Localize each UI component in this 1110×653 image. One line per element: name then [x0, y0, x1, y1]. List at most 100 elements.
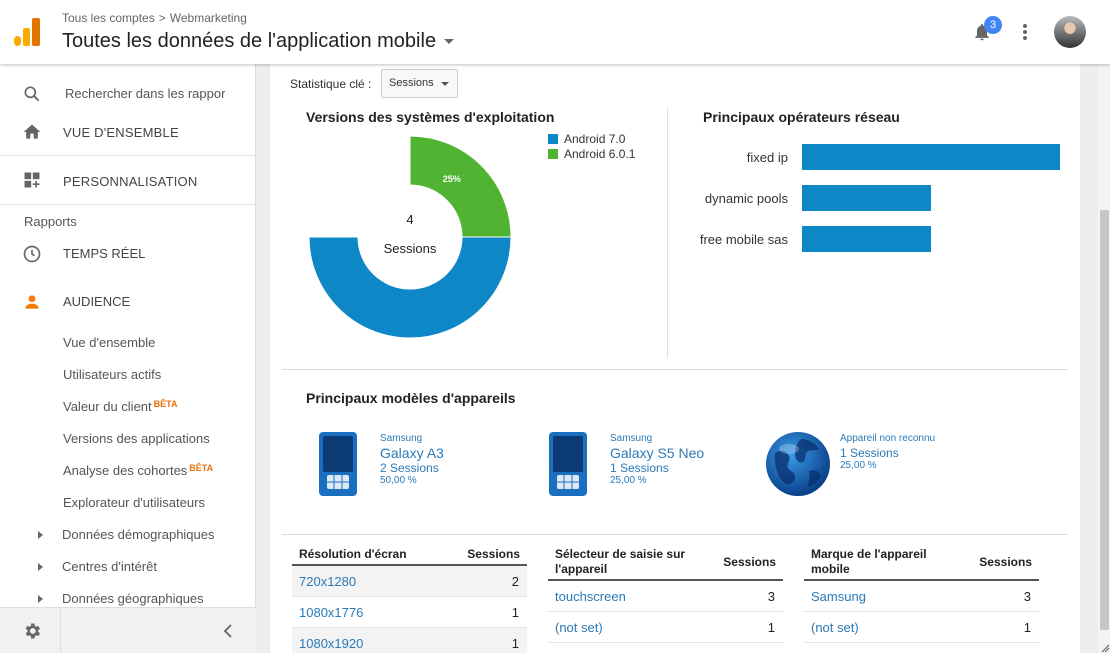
sidebar-subitem-expandable[interactable]: Données géographiques — [62, 591, 204, 606]
table-row: Samsung 3 — [804, 581, 1039, 612]
search-icon — [24, 86, 40, 102]
table-row: 720x1280 2 — [292, 566, 527, 597]
device-brand-table: Marque de l'appareil mobile Sessions Sam… — [804, 547, 1039, 653]
chevron-down-icon — [444, 39, 455, 44]
sidebar-item-label: AUDIENCE — [63, 294, 131, 309]
key-stat-select[interactable]: Sessions — [381, 69, 458, 98]
breadcrumb-item[interactable]: Tous les comptes — [62, 11, 155, 25]
table-header: Sessions — [467, 547, 520, 561]
device-item[interactable]: Appareil non reconnu 1 Sessions 25,00 % — [840, 433, 935, 471]
sidebar-item-label: PERSONNALISATION — [63, 174, 198, 189]
table-cell: 2 — [511, 574, 519, 589]
legend-swatch — [548, 134, 558, 144]
table-row: 1080x1920 1 — [292, 628, 527, 653]
os-donut-chart: 75% 25% — [309, 136, 511, 338]
table-cell: 1 — [511, 636, 519, 651]
devices-title: Principaux modèles d'appareils — [306, 390, 516, 406]
device-model[interactable]: Galaxy A3 — [380, 445, 444, 461]
bar-category-label: dynamic pools — [704, 191, 788, 206]
device-percentage: 25,00 % — [610, 475, 647, 486]
app-header: Tous les comptes > Webmarketing Toutes les… — [0, 0, 1110, 64]
sidebar-item-customization[interactable]: PERSONNALISATION — [0, 156, 256, 205]
avatar[interactable] — [1054, 16, 1086, 48]
sidebar-subitem-expandable[interactable]: Données démographiques — [62, 527, 215, 542]
table-cell: 1 — [767, 620, 775, 635]
table-cell-link[interactable]: 1080x1776 — [299, 605, 364, 620]
table-cell-link[interactable]: (not set) — [555, 620, 603, 635]
device-percentage: 25,00 % — [840, 460, 877, 471]
donut-data-label: 75% — [491, 333, 509, 338]
search-input[interactable]: Rechercher dans les rappor — [65, 86, 225, 101]
breadcrumb-item[interactable]: Webmarketing — [169, 11, 247, 25]
analytics-logo[interactable] — [14, 18, 42, 46]
device-sessions: 1 Sessions — [840, 446, 899, 460]
gear-icon[interactable] — [22, 621, 42, 641]
expand-arrow-icon[interactable] — [38, 531, 43, 539]
device-maker: Appareil non reconnu — [840, 433, 936, 444]
donut-data-label: 25% — [443, 174, 461, 184]
person-icon — [25, 295, 39, 309]
table-cell-link[interactable]: Samsung — [811, 589, 866, 604]
table-row: touchscreen 3 — [548, 581, 783, 612]
beta-badge: BÊTA — [189, 463, 214, 473]
more-vert-icon[interactable] — [1018, 22, 1032, 42]
bar-category-label: fixed ip — [746, 150, 788, 165]
subitem-label: Utilisateurs actifs — [63, 367, 162, 382]
sidebar-search[interactable]: Rechercher dans les rappor — [0, 64, 256, 122]
breadcrumb[interactable]: Tous les comptes > Webmarketing — [62, 11, 247, 25]
table-row: (not set) 1 — [548, 612, 783, 643]
sidebar-item-realtime[interactable]: TEMPS RÉEL — [0, 232, 256, 276]
dashboard-add-icon — [24, 172, 40, 188]
sidebar-item-audience[interactable]: AUDIENCE — [0, 280, 256, 324]
resize-handle-icon[interactable] — [1100, 643, 1110, 653]
sidebar-item-overview[interactable]: VUE D'ENSEMBLE — [0, 108, 256, 156]
phone-icon — [319, 432, 357, 496]
legend-label: Android 6.0.1 — [564, 147, 636, 161]
sidebar-subitem[interactable]: Vue d'ensemble — [63, 335, 155, 350]
subitem-label: Vue d'ensemble — [63, 335, 156, 350]
sidebar-subitem-expandable[interactable]: Centres d'intérêt — [62, 559, 157, 574]
legend-item[interactable]: Android 6.0.1 — [548, 147, 635, 161]
sidebar-subitem[interactable]: Analyse des cohortes BÊTA — [63, 463, 213, 478]
legend-item[interactable]: Android 7.0 — [548, 132, 625, 146]
table-row: (not set) 1 — [804, 612, 1039, 643]
bar-fixed-ip[interactable] — [802, 144, 1060, 170]
sidebar-subitem[interactable]: Versions des applications — [63, 431, 210, 446]
device-sessions: 1 Sessions — [610, 461, 669, 475]
table-header: Sessions — [979, 555, 1032, 569]
os-chart-title: Versions des systèmes d'exploitation — [306, 109, 555, 125]
expand-arrow-icon[interactable] — [38, 595, 43, 603]
table-cell-link[interactable]: 1080x1920 — [299, 636, 364, 651]
sidebar-subitem[interactable]: Utilisateurs actifs — [63, 367, 161, 382]
table-cell: 1 — [1023, 620, 1031, 635]
sidebar-item-label: TEMPS RÉEL — [63, 246, 146, 261]
scrollbar-thumb[interactable] — [1100, 210, 1109, 630]
table-cell-link[interactable]: touchscreen — [555, 589, 626, 604]
key-stat-value: Sessions — [389, 77, 434, 89]
chevron-down-icon — [441, 82, 449, 86]
sidebar-subitem[interactable]: Valeur du client BÊTA — [63, 399, 178, 414]
expand-arrow-icon[interactable] — [38, 563, 43, 571]
bar-free-mobile-sas[interactable] — [802, 226, 931, 252]
device-model[interactable]: Galaxy S5 Neo — [610, 445, 705, 461]
device-item[interactable]: Samsung Galaxy A3 2 Sessions 50,00 % — [380, 433, 444, 486]
device-item[interactable]: Samsung Galaxy S5 Neo 1 Sessions 25,00 % — [610, 433, 704, 486]
table-row: 1080x1776 1 — [292, 597, 527, 628]
donut-slice-android-6-0-1[interactable] — [409, 136, 511, 238]
device-maker: Samsung — [610, 433, 653, 444]
page-title: Toutes les données de l'application mobi… — [62, 30, 437, 52]
subitem-label: Explorateur d'utilisateurs — [63, 495, 205, 510]
view-selector[interactable]: Toutes les données de l'application mobi… — [62, 30, 455, 53]
notification-badge[interactable]: 3 — [984, 16, 1002, 34]
table-cell-link[interactable]: 720x1280 — [299, 574, 357, 589]
table-cell-link[interactable]: (not set) — [811, 620, 859, 635]
clock-icon — [23, 245, 41, 263]
table-cell: 1 — [511, 605, 519, 620]
chevron-left-icon[interactable] — [222, 624, 234, 638]
bar-dynamic-pools[interactable] — [802, 185, 931, 211]
home-icon — [23, 124, 41, 139]
legend-swatch — [548, 149, 558, 159]
donut-center-label: Sessions — [383, 241, 437, 256]
sidebar-subitem[interactable]: Explorateur d'utilisateurs — [63, 495, 205, 510]
table-header: Sélecteur de saisie sur l'appareil — [555, 547, 686, 576]
